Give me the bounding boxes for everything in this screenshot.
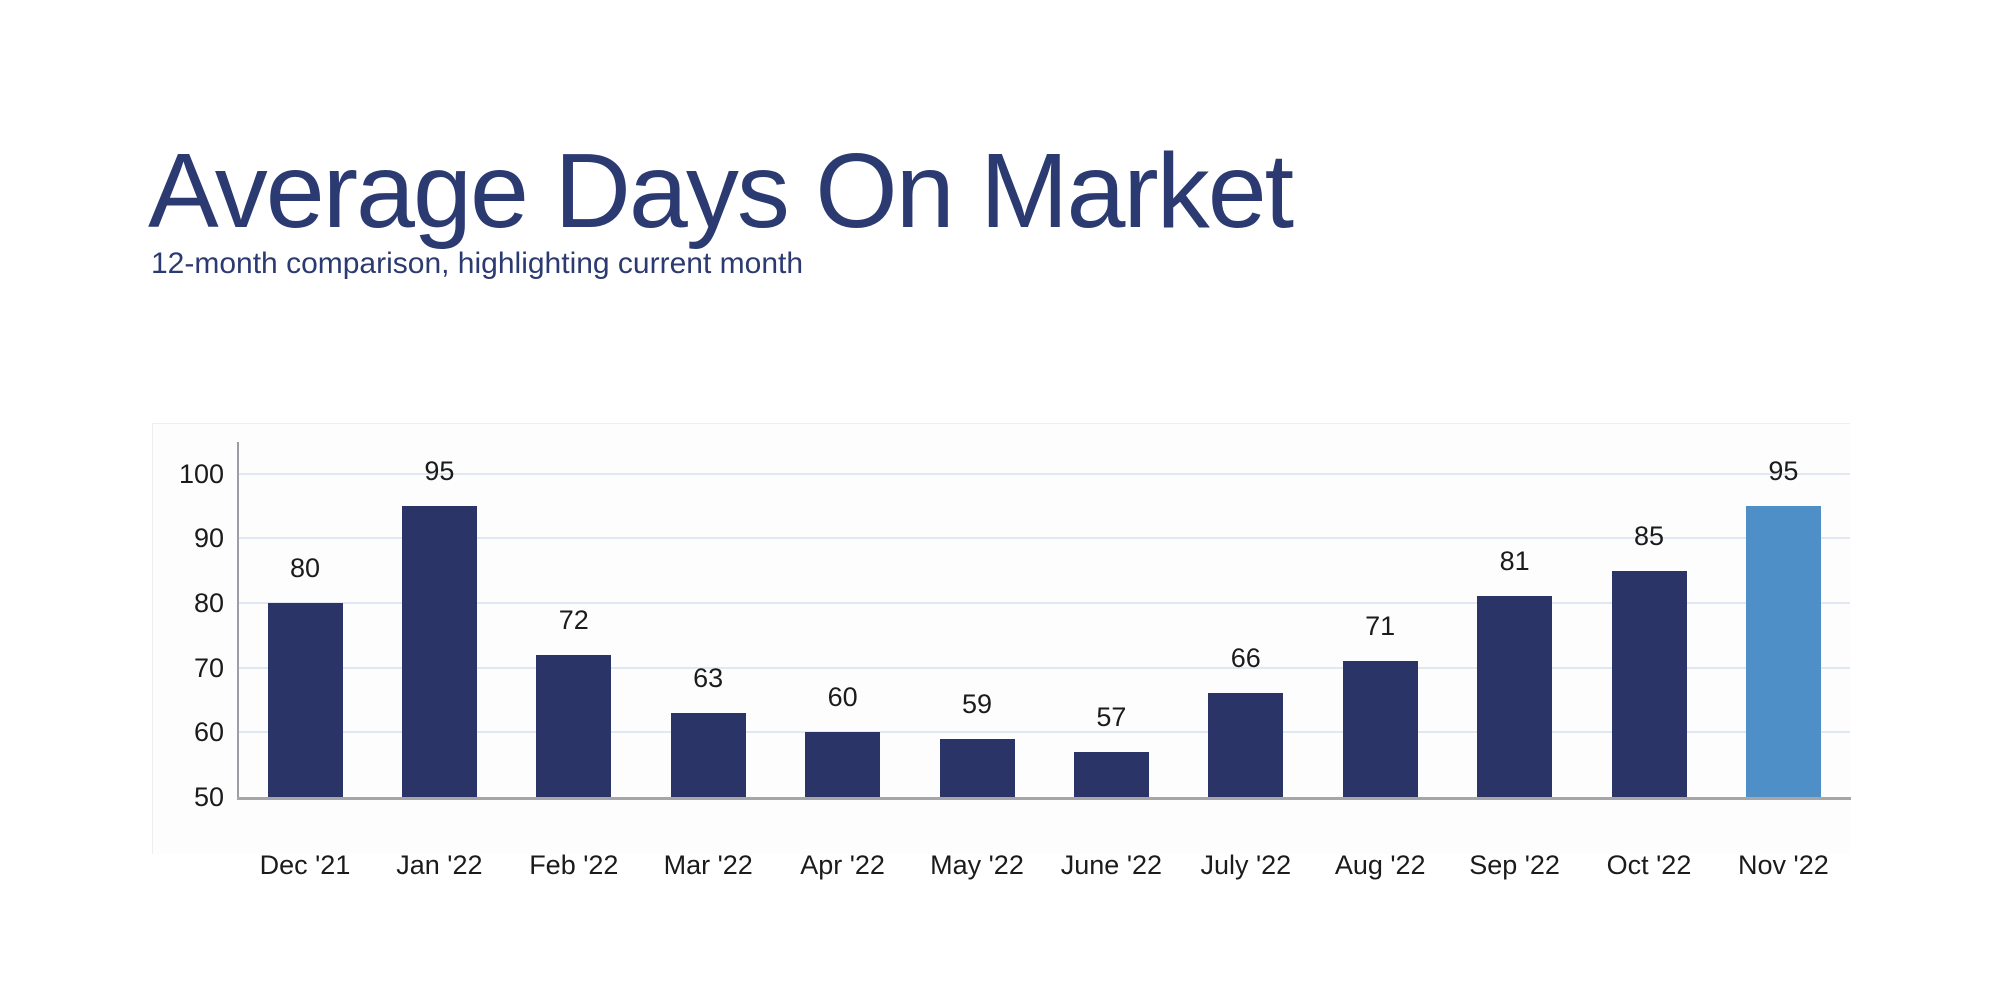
x-axis-line xyxy=(237,797,1851,800)
y-axis-tick-label: 60 xyxy=(193,717,224,748)
y-axis-tick-label: 80 xyxy=(193,587,224,618)
bar-value-label-nov-22: 95 xyxy=(1768,455,1799,486)
gridline-90 xyxy=(238,537,1850,540)
x-axis-label-oct-22: Oct '22 xyxy=(1606,850,1692,880)
bar-dec-21[interactable] xyxy=(267,602,343,797)
bar-feb-22[interactable] xyxy=(536,654,612,797)
chart-subtitle: 12-month comparison, highlighting curren… xyxy=(151,247,804,280)
x-axis-label-mar-22: Mar '22 xyxy=(663,850,753,880)
bar-value-label-dec-21: 80 xyxy=(289,552,321,583)
x-axis-label-feb-22: Feb '22 xyxy=(529,850,619,880)
bar-value-label-jan-22: 95 xyxy=(424,455,455,486)
bar-aug-22[interactable] xyxy=(1342,661,1418,797)
bar-mar-22[interactable] xyxy=(670,712,746,797)
bar-value-label-aug-22: 71 xyxy=(1365,611,1396,642)
bar-value-label-july-22: 66 xyxy=(1230,643,1261,674)
bar-nov-22[interactable] xyxy=(1745,505,1821,797)
gridline-100 xyxy=(238,472,1850,475)
y-axis-tick-label: 90 xyxy=(193,523,224,554)
y-axis-tick-label: 50 xyxy=(193,782,224,812)
y-axis-tick-label: 70 xyxy=(193,652,224,683)
x-axis-label-july-22: July '22 xyxy=(1200,850,1292,880)
bar-june-22[interactable] xyxy=(1073,751,1149,797)
bar-value-label-apr-22: 60 xyxy=(827,682,858,713)
x-axis-label-sep-22: Sep '22 xyxy=(1469,850,1560,880)
bar-value-label-feb-22: 72 xyxy=(558,604,589,635)
gridline-60 xyxy=(238,731,1850,734)
bar-value-label-mar-22: 63 xyxy=(693,662,724,693)
x-axis-label-may-22: May '22 xyxy=(930,850,1024,880)
y-axis-line xyxy=(237,442,239,797)
chart-title: Average Days On Market xyxy=(148,132,1294,250)
x-axis-label-aug-22: Aug '22 xyxy=(1334,850,1426,880)
x-axis-label-apr-22: Apr '22 xyxy=(800,850,885,880)
gridline-70 xyxy=(238,666,1850,669)
bar-jan-22[interactable] xyxy=(401,505,477,797)
bar-value-label-sep-22: 81 xyxy=(1499,546,1530,577)
bar-july-22[interactable] xyxy=(1208,693,1284,797)
x-axis-label-june-22: June '22 xyxy=(1060,850,1163,880)
bar-value-label-oct-22: 85 xyxy=(1633,520,1665,551)
bar-value-label-may-22: 59 xyxy=(961,688,993,719)
bar-may-22[interactable] xyxy=(939,738,1015,797)
bar-sep-22[interactable] xyxy=(1477,596,1553,797)
bar-value-label-june-22: 57 xyxy=(1096,701,1127,732)
y-axis-tick-label: 100 xyxy=(178,458,224,489)
bar-oct-22[interactable] xyxy=(1611,570,1687,797)
x-axis-label-nov-22: Nov '22 xyxy=(1738,850,1829,880)
x-axis-label-jan-22: Jan '22 xyxy=(396,850,483,880)
x-axis-label-dec-21: Dec '21 xyxy=(259,850,351,880)
bar-apr-22[interactable] xyxy=(805,732,881,797)
gridline-80 xyxy=(238,601,1850,604)
